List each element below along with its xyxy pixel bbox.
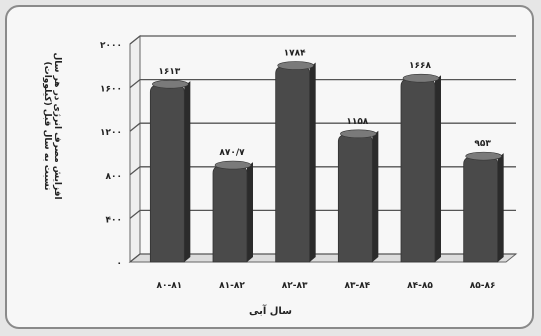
- y-axis-label: افزایش مصرف انرژی در هر سال نسبت به سال …: [42, 26, 62, 226]
- bar: [463, 156, 499, 263]
- y-tick-label: ۴۰۰: [106, 215, 122, 225]
- y-axis-label-line1: افزایش مصرف انرژی در هر سال: [52, 52, 62, 200]
- bar-side: [184, 81, 191, 262]
- bar-top: [340, 129, 377, 139]
- y-tick-label: ۱۲۰۰: [100, 128, 122, 138]
- bar: [212, 165, 248, 263]
- bar-top: [214, 160, 252, 170]
- bar-top: [402, 73, 440, 83]
- x-axis-label: سال آبی: [248, 306, 293, 317]
- data-label: ۱۶۱۳: [158, 67, 180, 77]
- bar: [275, 66, 311, 263]
- bar-side: [435, 75, 441, 262]
- x-tick-label: ۸۵-۸۶: [470, 281, 496, 291]
- y-tick-label: ۲۰۰۰: [100, 41, 122, 51]
- y-tick-label: ۸۰۰: [106, 172, 122, 182]
- y-tick-label: ۰: [117, 259, 123, 269]
- gridline: [129, 35, 516, 45]
- y-tick-label: ۱۶۰۰: [100, 85, 122, 95]
- gridline: [129, 122, 516, 132]
- bar-side: [247, 162, 253, 262]
- data-label: ۱۶۶۸: [409, 61, 431, 71]
- bar-side: [497, 153, 504, 262]
- x-tick-label: ۸۳-۸۴: [344, 281, 370, 291]
- data-label: ۱۱۵۸: [346, 117, 368, 127]
- bar: [400, 78, 436, 263]
- data-label: ۹۵۳: [474, 139, 491, 149]
- x-tick-label: ۸۴-۸۵: [407, 281, 433, 291]
- gridline: [129, 209, 516, 219]
- x-tick-label: ۸۰-۸۱: [156, 281, 182, 291]
- bar-side: [309, 62, 316, 262]
- bar-top: [277, 61, 314, 70]
- gridline: [129, 253, 516, 263]
- bar-top: [152, 79, 189, 89]
- left-wall: [129, 34, 141, 264]
- data-label: ۸۷۰/۷: [219, 148, 245, 158]
- bar: [337, 134, 373, 263]
- bar: [149, 84, 185, 263]
- x-tick-label: ۸۲-۸۳: [282, 281, 308, 291]
- bar-top: [465, 151, 502, 161]
- x-tick-label: ۸۱-۸۲: [219, 281, 245, 291]
- gridline: [129, 166, 516, 176]
- gridline: [129, 78, 516, 89]
- y-axis-label-line2: نسبت به سال قبل (کیلووات): [42, 61, 52, 191]
- bar-side: [372, 130, 379, 262]
- data-label: ۱۷۸۴: [284, 49, 306, 59]
